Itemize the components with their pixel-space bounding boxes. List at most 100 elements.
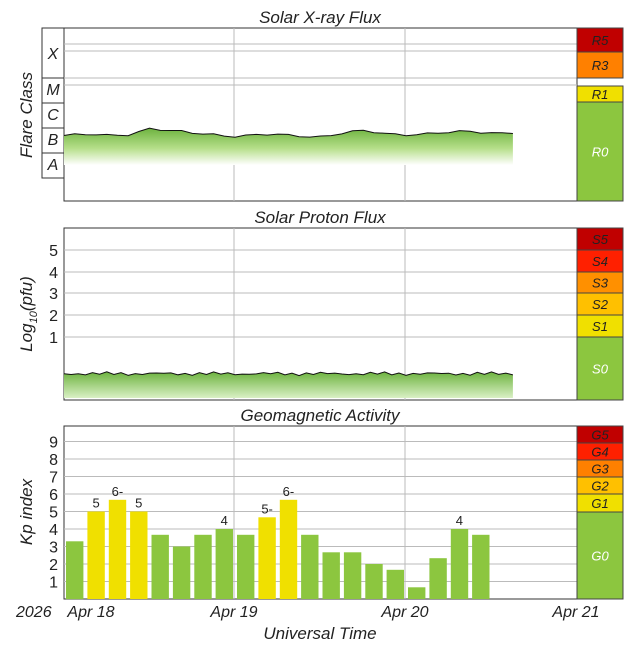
proton-tick-5: 5 [49, 243, 58, 260]
scale-box [576, 511, 624, 600]
scale-s2: S2 [576, 292, 624, 316]
scale-g4: G4 [576, 442, 624, 461]
kp-tick-label: 9 [49, 435, 58, 452]
kp-bar-label: 4 [456, 513, 463, 528]
radiation-storm-scale: S5 S4 S3 S2 S1 S0 [576, 227, 624, 401]
scale-label: S4 [592, 254, 608, 269]
kp-bar [66, 541, 84, 600]
scale-g1: G1 [576, 493, 624, 513]
kp-tick-label: 7 [49, 470, 58, 487]
kp-bar [258, 517, 276, 599]
class-a-label: A [47, 157, 59, 174]
scale-s4: S4 [576, 249, 624, 273]
proton-tick-2: 2 [49, 308, 58, 325]
kp-bars: 5 6- 5 4 5- 6- 4 [66, 484, 490, 600]
proton-title: Solar Proton Flux [254, 208, 386, 227]
x-tick-apr20: Apr 20 [380, 604, 428, 621]
geomag-title: Geomagnetic Activity [240, 406, 401, 425]
proton-tick-4: 4 [49, 265, 58, 282]
proton-plot-area [63, 227, 578, 401]
xray-plot-area [63, 27, 578, 202]
x-tick-apr21: Apr 21 [551, 604, 599, 621]
kp-bar [450, 529, 469, 599]
kp-bar [215, 529, 233, 599]
x-axis-year: 2026 [15, 604, 52, 621]
scale-label: R0 [592, 145, 609, 160]
scale-s1: S1 [576, 314, 624, 338]
kp-tick-label: 6 [49, 487, 58, 504]
scale-s5: S5 [576, 227, 624, 251]
xray-ylabel: Flare Class [17, 72, 36, 158]
geomagnetic-storm-scale: G5 G4 G3 G2 G1 G0 [576, 425, 624, 600]
kp-bar-label: 6- [283, 484, 295, 499]
class-c-label: C [47, 107, 59, 124]
scale-label: S0 [592, 362, 609, 377]
xray-title: Solar X-ray Flux [259, 8, 381, 27]
xray-flux-line [63, 127, 513, 138]
scale-r3: R3 [576, 51, 624, 79]
scale-label: G0 [591, 549, 609, 564]
kp-bar [408, 587, 426, 599]
kp-bar [151, 534, 169, 599]
scale-box [576, 336, 624, 401]
scale-s0: S0 [576, 336, 624, 401]
scale-label: G5 [591, 428, 609, 443]
class-b-label: B [48, 132, 59, 149]
scale-r5: R5 [576, 27, 624, 53]
proton-tick-1: 1 [49, 330, 58, 347]
scale-g2: G2 [576, 476, 624, 495]
proton-tick-3: 3 [49, 286, 58, 303]
kp-bar [365, 564, 383, 599]
kp-bar [472, 534, 490, 599]
kp-bar [87, 511, 105, 599]
kp-bar [322, 552, 340, 599]
scale-label: S2 [592, 297, 609, 312]
kp-bar [429, 558, 447, 599]
kp-gridlines [64, 441, 577, 582]
scale-label: G3 [591, 462, 609, 477]
kp-bar-label: 6- [112, 484, 124, 499]
kp-bar [343, 552, 362, 599]
scale-label: S5 [592, 232, 609, 247]
x-tick-apr19: Apr 19 [209, 604, 257, 621]
geomag-gridlines [233, 426, 406, 599]
kp-bar [237, 534, 255, 599]
scale-label: S3 [592, 276, 609, 291]
xray-gridlines [64, 28, 577, 201]
kp-bar [194, 534, 212, 599]
x-axis-title: Universal Time [263, 624, 376, 643]
class-m-label: M [46, 82, 60, 99]
proton-panel: Solar Proton Flux Log10(pfu) 1 2 3 4 5 S… [17, 208, 624, 401]
scale-g5: G5 [576, 425, 624, 444]
x-tick-apr18: Apr 18 [66, 604, 114, 621]
kp-bar [279, 499, 298, 599]
class-x-label: X [47, 46, 60, 63]
kp-bar [172, 546, 191, 599]
geomag-panel: Geomagnetic Activity Kp index 123456789 … [17, 406, 624, 600]
scale-g0: G0 [576, 511, 624, 600]
kp-tick-label: 3 [49, 540, 58, 557]
scale-box [576, 51, 624, 79]
scale-label: G2 [591, 479, 609, 494]
scale-label: G4 [591, 445, 608, 460]
scale-box [576, 101, 624, 202]
kp-bar-label: 4 [221, 513, 228, 528]
kp-bar [386, 569, 404, 599]
kp-bar-label: 5 [135, 496, 142, 511]
scale-label: R1 [592, 87, 609, 102]
x-axis: 2026 Apr 18 Apr 19 Apr 20 Apr 21 Univers… [15, 604, 600, 643]
kp-tick-label: 4 [49, 522, 58, 539]
kp-bar-label: 5 [92, 496, 99, 511]
kp-bar [130, 511, 148, 599]
radio-blackout-scale: R5 R3 R1 R0 [576, 27, 624, 202]
scale-s3: S3 [576, 271, 624, 294]
scale-r1: R1 [576, 85, 624, 103]
geomag-ylabel: Kp index [17, 478, 36, 545]
kp-tick-label: 2 [49, 557, 58, 574]
proton-flux-area [64, 371, 513, 398]
kp-tick-label: 5 [49, 505, 58, 522]
kp-bar [108, 499, 127, 599]
kp-tick-label: 1 [49, 575, 58, 592]
